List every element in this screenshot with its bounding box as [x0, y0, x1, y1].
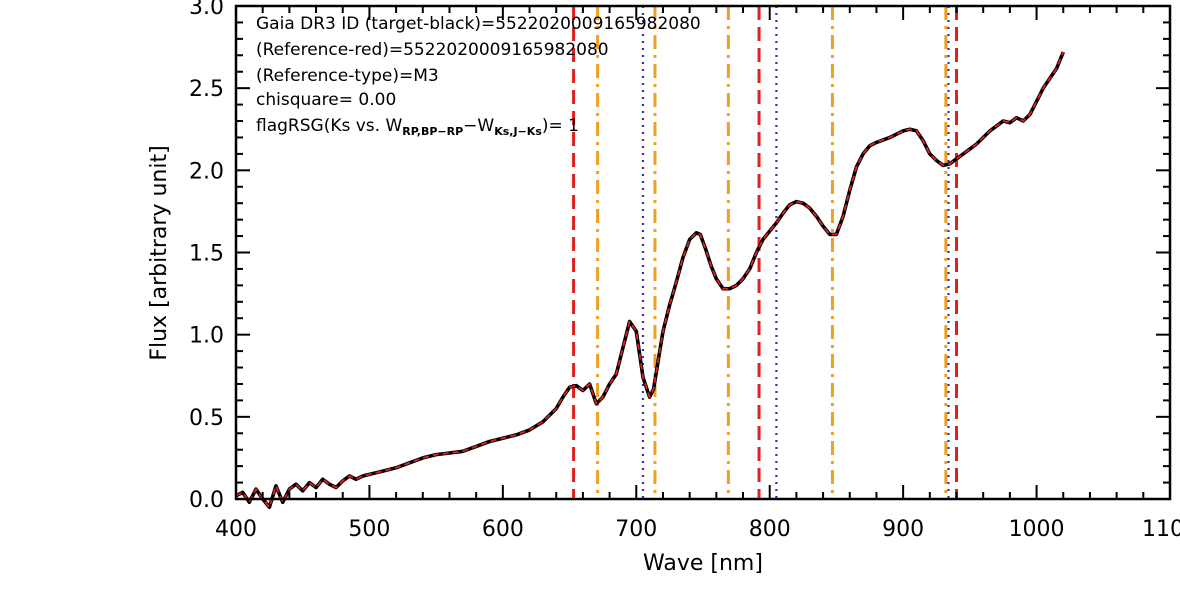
flag-prefix: flagRSG(Ks vs. W — [256, 116, 402, 136]
annotation-flag-rsg: flagRSG(Ks vs. WRP,BP−RP−WKs,J−Ks)= 1 — [256, 116, 579, 138]
y-tick-label-4: 2.0 — [189, 159, 224, 184]
x-tick-label-1: 500 — [348, 517, 390, 542]
flag-sub2: Ks,J−Ks — [494, 125, 542, 138]
y-tick-labels: 0.0 0.5 1.0 1.5 2.0 2.5 3.0 — [189, 0, 224, 513]
x-tick-label-6: 1000 — [1009, 517, 1065, 542]
annotation-chisquare: chisquare= 0.00 — [256, 90, 396, 110]
plot-frame — [234, 4, 1172, 501]
y-tick-label-1: 0.5 — [189, 406, 224, 431]
x-axis-title: Wave [nm] — [643, 551, 763, 576]
annotation-gaia-id: Gaia DR3 ID (target-black)=5522020009165… — [256, 14, 701, 34]
spectrum-series — [235, 51, 1065, 510]
annotation-reference-red: (Reference-red)=5522020009165982080 — [256, 40, 609, 60]
flag-suffix: )= 1 — [542, 116, 579, 136]
x-tick-label-0: 400 — [215, 517, 257, 542]
annotation-block: Gaia DR3 ID (target-black)=5522020009165… — [256, 14, 701, 138]
x-tick-label-3: 700 — [615, 517, 657, 542]
flag-sub1: RP,BP−RP — [402, 125, 463, 138]
flag-mid: −W — [463, 116, 494, 136]
reference-vertical-lines — [572, 6, 959, 499]
y-axis-title: Flux [arbitrary unit] — [147, 145, 172, 360]
y-tick-label-5: 2.5 — [189, 77, 224, 102]
y-tick-label-3: 1.5 — [189, 242, 224, 267]
y-tick-label-0: 0.0 — [189, 488, 224, 513]
x-tick-label-5: 900 — [882, 517, 924, 542]
series-line-1 — [235, 51, 1065, 509]
y-tick-label-6: 3.0 — [189, 0, 224, 20]
annotation-reference-type: (Reference-type)=M3 — [256, 66, 439, 86]
y-tick-label-2: 1.0 — [189, 324, 224, 349]
x-tick-label-2: 600 — [482, 517, 524, 542]
x-tick-label-4: 800 — [749, 517, 791, 542]
